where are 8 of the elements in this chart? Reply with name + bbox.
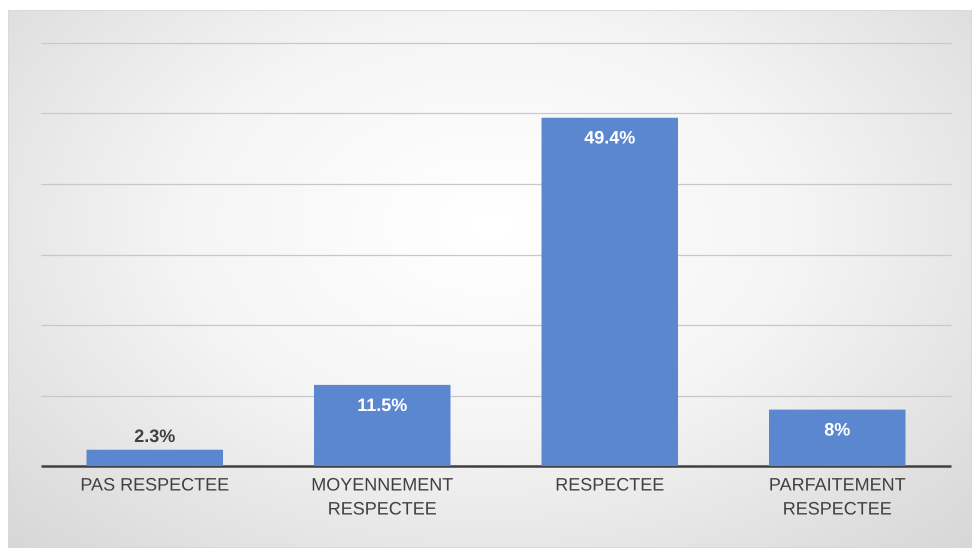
x-tick-label: MOYENNEMENT RESPECTEE: [311, 474, 454, 518]
data-label: 49.4%: [584, 128, 636, 148]
x-tick-label: PARFAITEMENT RESPECTEE: [768, 474, 906, 518]
data-label: 8%: [824, 420, 850, 440]
data-label: 11.5%: [357, 394, 408, 415]
x-tick-label: PAS RESPECTEE: [80, 474, 230, 494]
data-label: 2.3%: [134, 426, 176, 446]
x-tick-label: RESPECTEE: [555, 474, 664, 494]
